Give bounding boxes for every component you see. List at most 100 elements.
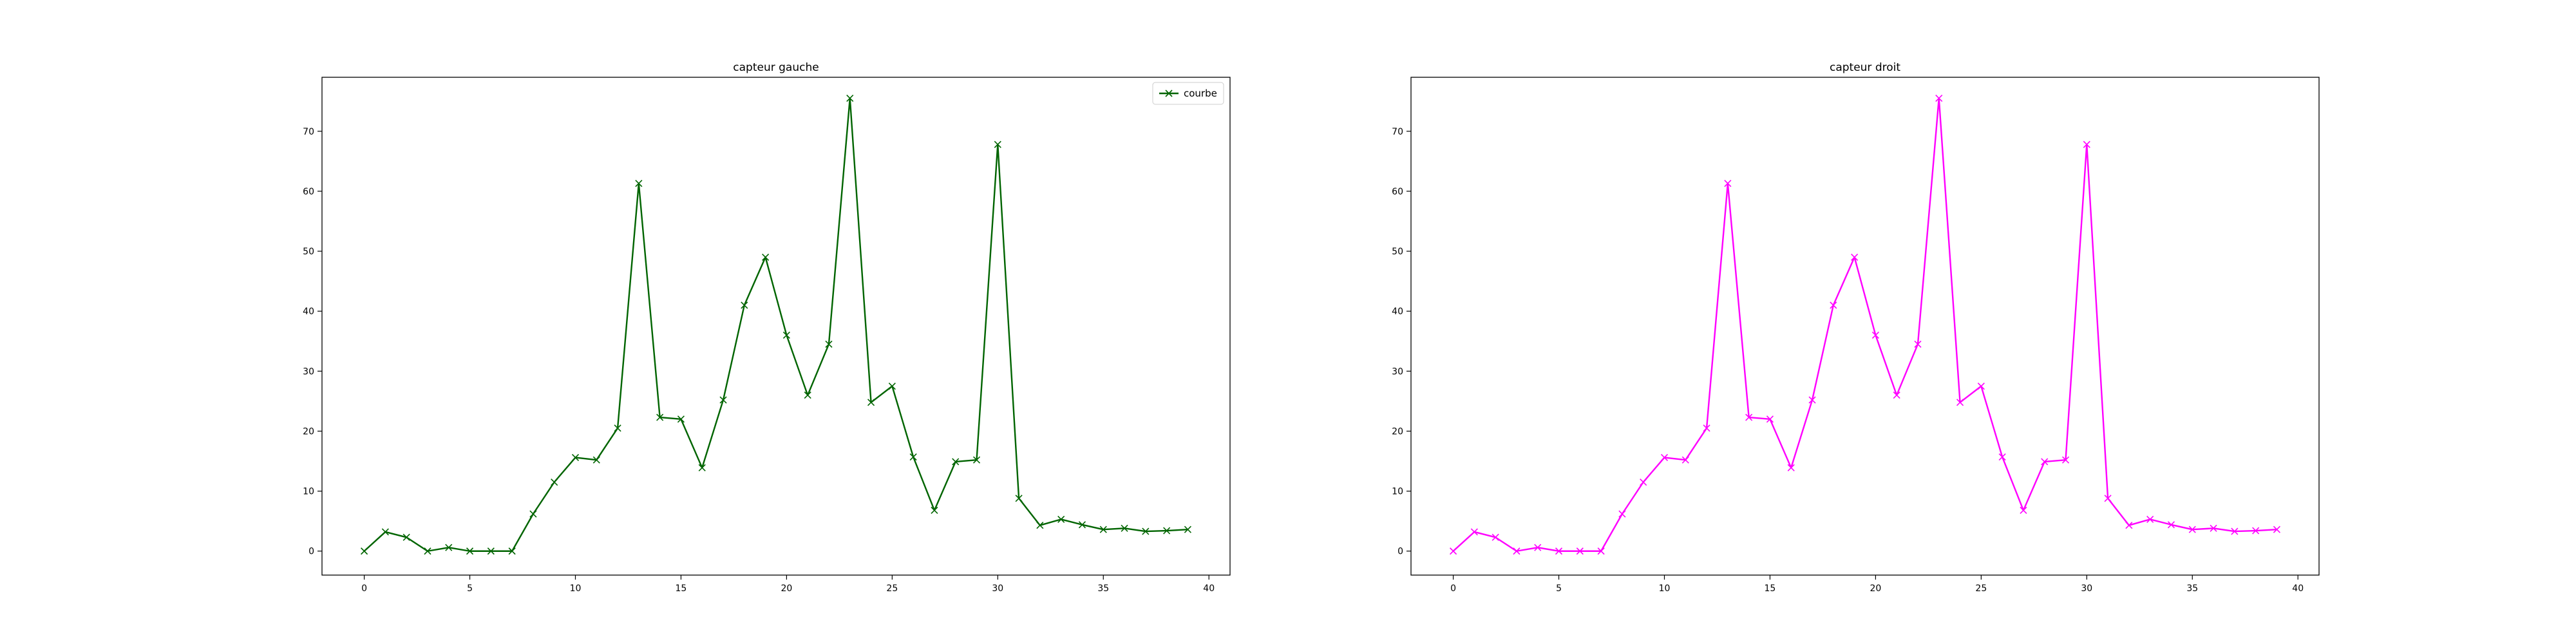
x-tick-label: 0 [361, 583, 367, 594]
y-tick-label: 50 [303, 247, 314, 257]
data-point [825, 340, 833, 348]
y-tick-label: 0 [308, 547, 314, 557]
x-tick-label: 15 [1765, 583, 1776, 594]
axes-frame [1410, 77, 2320, 576]
y-tick-label: 40 [303, 307, 314, 317]
x-tick-label: 20 [1870, 583, 1881, 594]
data-point [804, 392, 811, 399]
data-point [1184, 526, 1191, 533]
data-point [2188, 526, 2196, 533]
data-point [1492, 533, 1499, 541]
data-point [1513, 547, 1520, 555]
data-point [888, 383, 896, 390]
y-tick-label: 10 [1392, 487, 1403, 497]
data-point [1998, 453, 2006, 461]
series-line [1452, 97, 2277, 552]
data-point [1640, 478, 1647, 486]
data-point [909, 453, 917, 461]
data-point [1576, 547, 1584, 555]
data-point [1618, 510, 1626, 518]
x-tick-label: 5 [467, 583, 473, 594]
x-tick-label: 25 [886, 583, 898, 594]
data-point [424, 547, 431, 555]
data-point [1015, 495, 1023, 502]
data-point [1914, 340, 1922, 348]
data-point [994, 140, 1001, 148]
legend-box [1152, 82, 1224, 105]
x-tick-label: 40 [1203, 583, 1215, 594]
legend-marker [1165, 90, 1173, 97]
data-point [2231, 527, 2239, 535]
chart-title: capteur droit [1830, 61, 1900, 74]
legend: courbe [1152, 82, 1224, 105]
y-tick-label: 30 [303, 366, 314, 377]
data-point [402, 533, 410, 541]
data-point [719, 396, 727, 404]
data-point [1099, 526, 1107, 533]
data-point [1534, 544, 1542, 551]
data-point [635, 180, 643, 187]
x-tick-label: 20 [781, 583, 792, 594]
x-tick-label: 5 [1556, 583, 1562, 594]
y-tick-label: 30 [1392, 366, 1403, 377]
data-point [361, 547, 368, 555]
data-point [1787, 464, 1795, 471]
x-tick-label: 10 [1659, 583, 1671, 594]
data-point [1830, 301, 1837, 309]
data-point [1724, 180, 1732, 187]
data-point [2125, 522, 2133, 529]
data-point [931, 506, 938, 514]
data-point [1142, 527, 1150, 535]
data-point [1660, 453, 1669, 462]
y-tick-label: 60 [303, 187, 314, 197]
data-point [698, 464, 706, 471]
data-point [1163, 527, 1171, 535]
data-point [1977, 383, 1985, 390]
data-point [1681, 456, 1689, 464]
y-tick-label: 60 [1392, 187, 1403, 197]
data-point [1766, 415, 1774, 423]
data-point [487, 547, 495, 555]
data-point [1808, 396, 1816, 404]
data-point [445, 544, 453, 551]
data-point [571, 453, 580, 462]
data-point [741, 301, 748, 309]
data-point [2104, 495, 2112, 502]
y-tick-label: 20 [1392, 426, 1403, 437]
x-tick-label: 30 [992, 583, 1003, 594]
data-point [2061, 456, 2070, 464]
data-point [846, 95, 854, 102]
legend-label: courbe [1184, 88, 1217, 99]
y-tick-label: 70 [303, 127, 314, 137]
x-tick-label: 35 [1097, 583, 1109, 594]
x-tick-label: 30 [2081, 583, 2092, 594]
data-point [529, 510, 537, 518]
y-tick-label: 50 [1392, 247, 1403, 257]
data-point [782, 331, 790, 339]
data-point [1851, 253, 1859, 261]
x-tick-label: 10 [570, 583, 582, 594]
y-tick-label: 20 [303, 426, 314, 437]
data-point [2083, 140, 2090, 148]
data-point [972, 456, 981, 464]
x-tick-label: 35 [2186, 583, 2198, 594]
data-point [1935, 95, 1943, 102]
chart-title: capteur gauche [733, 61, 819, 74]
data-point [1121, 524, 1128, 532]
data-point [466, 547, 474, 555]
data-point [762, 253, 770, 261]
data-point [952, 458, 960, 466]
y-tick-label: 40 [1392, 307, 1403, 317]
data-point [2167, 521, 2175, 529]
data-point [1745, 413, 1753, 421]
data-point [1555, 547, 1563, 555]
x-tick-label: 40 [2292, 583, 2304, 594]
data-point [2252, 527, 2260, 535]
data-point [1450, 547, 1457, 555]
data-point [2210, 524, 2217, 532]
data-point [2041, 458, 2049, 466]
x-tick-label: 0 [1450, 583, 1456, 594]
data-point [1703, 424, 1710, 432]
data-point [1078, 521, 1086, 529]
